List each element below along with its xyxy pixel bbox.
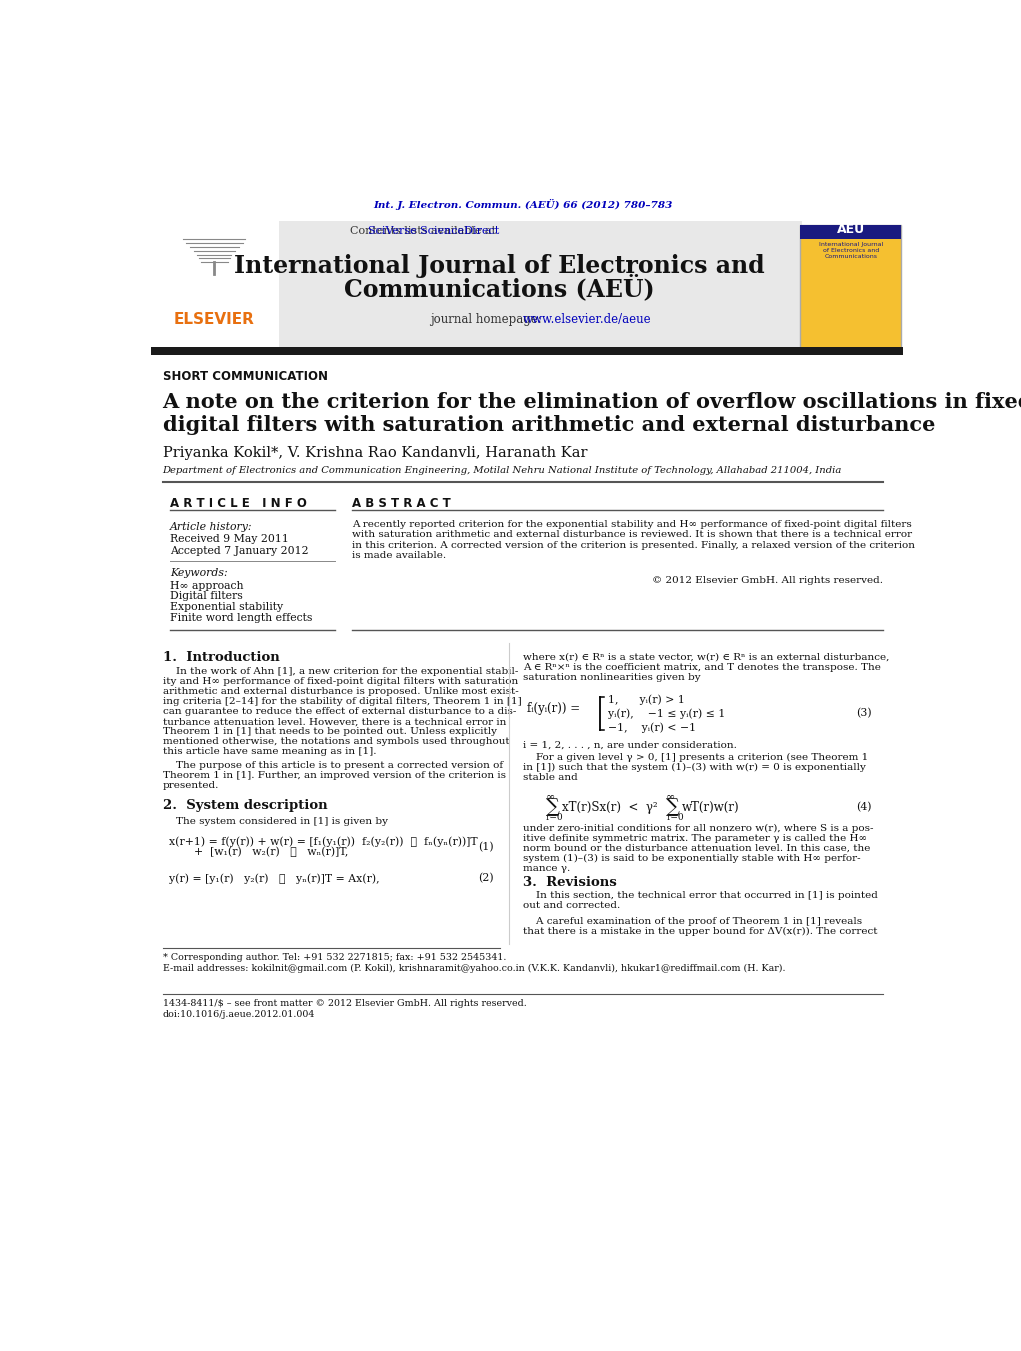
Text: Priyanka Kokil*, V. Krishna Rao Kandanvli, Haranath Kar: Priyanka Kokil*, V. Krishna Rao Kandanvl… xyxy=(162,446,587,461)
Text: i = 1, 2, . . . , n, are under consideration.: i = 1, 2, . . . , n, are under considera… xyxy=(523,740,737,750)
Text: A recently reported criterion for the exponential stability and H∞ performance o: A recently reported criterion for the ex… xyxy=(352,520,912,528)
Text: (3): (3) xyxy=(856,708,872,719)
Text: turbance attenuation level. However, there is a technical error in: turbance attenuation level. However, the… xyxy=(162,717,505,727)
Text: Exponential stability: Exponential stability xyxy=(171,603,284,612)
Text: In the work of Ahn [1], a new criterion for the exponential stabil-: In the work of Ahn [1], a new criterion … xyxy=(162,667,518,677)
FancyBboxPatch shape xyxy=(151,222,801,349)
Text: 1434-8411/$ – see front matter © 2012 Elsevier GmbH. All rights reserved.: 1434-8411/$ – see front matter © 2012 El… xyxy=(162,1000,526,1008)
Text: The purpose of this article is to present a corrected version of: The purpose of this article is to presen… xyxy=(162,762,502,770)
Text: wT(r)w(r): wT(r)w(r) xyxy=(682,801,739,813)
Text: ing criteria [2–14] for the stability of digital filters, Theorem 1 in [1]: ing criteria [2–14] for the stability of… xyxy=(162,697,522,707)
Text: with saturation arithmetic and external disturbance is reviewed. It is shown tha: with saturation arithmetic and external … xyxy=(352,530,913,539)
Text: Accepted 7 January 2012: Accepted 7 January 2012 xyxy=(171,546,309,557)
Text: ELSEVIER: ELSEVIER xyxy=(174,312,255,327)
Text: in [1]) such that the system (1)–(3) with w(r) = 0 is exponentially: in [1]) such that the system (1)–(3) wit… xyxy=(523,763,866,771)
Text: Int. J. Electron. Commun. (AEÜ) 66 (2012) 780–783: Int. J. Electron. Commun. (AEÜ) 66 (2012… xyxy=(374,199,673,209)
Text: saturation nonlinearities given by: saturation nonlinearities given by xyxy=(523,673,700,682)
Text: arithmetic and external disturbance is proposed. Unlike most exist-: arithmetic and external disturbance is p… xyxy=(162,688,519,696)
Text: y(r) = [y₁(r)   y₂(r)   ⋯   yₙ(r)]T = Ax(r),: y(r) = [y₁(r) y₂(r) ⋯ yₙ(r)]T = Ax(r), xyxy=(168,873,380,884)
Text: SHORT COMMUNICATION: SHORT COMMUNICATION xyxy=(162,370,328,382)
Text: A ∈ Rⁿ×ⁿ is the coefficient matrix, and T denotes the transpose. The: A ∈ Rⁿ×ⁿ is the coefficient matrix, and … xyxy=(523,663,881,671)
Text: For a given level γ > 0, [1] presents a criterion (see Theorem 1: For a given level γ > 0, [1] presents a … xyxy=(523,753,868,762)
Text: Theorem 1 in [1]. Further, an improved version of the criterion is: Theorem 1 in [1]. Further, an improved v… xyxy=(162,771,505,781)
Text: Article history:: Article history: xyxy=(171,521,253,532)
Text: In this section, the technical error that occurred in [1] is pointed: In this section, the technical error tha… xyxy=(523,892,878,900)
Text: A note on the criterion for the elimination of overflow oscillations in fixed-po: A note on the criterion for the eliminat… xyxy=(162,392,1021,412)
Text: that there is a mistake in the upper bound for ΔV(x(r)). The correct: that there is a mistake in the upper bou… xyxy=(523,927,877,936)
Text: stable and: stable and xyxy=(523,773,578,782)
Text: * Corresponding author. Tel: +91 532 2271815; fax: +91 532 2545341.: * Corresponding author. Tel: +91 532 227… xyxy=(162,952,505,962)
Text: mentioned otherwise, the notations and symbols used throughout: mentioned otherwise, the notations and s… xyxy=(162,738,509,747)
Text: (4): (4) xyxy=(857,802,872,812)
Text: xT(r)Sx(r)  <  γ²: xT(r)Sx(r) < γ² xyxy=(562,801,658,813)
FancyBboxPatch shape xyxy=(151,222,279,349)
Text: this article have same meaning as in [1].: this article have same meaning as in [1]… xyxy=(162,747,376,757)
Text: where x(r) ∈ Rⁿ is a state vector, w(r) ∈ Rⁿ is an external disturbance,: where x(r) ∈ Rⁿ is a state vector, w(r) … xyxy=(523,653,889,662)
Text: ∞: ∞ xyxy=(667,790,676,801)
Text: (1): (1) xyxy=(479,842,494,852)
Text: ity and H∞ performance of fixed-point digital filters with saturation: ity and H∞ performance of fixed-point di… xyxy=(162,677,518,686)
Text: 1.  Introduction: 1. Introduction xyxy=(162,651,280,663)
Text: Finite word length effects: Finite word length effects xyxy=(171,613,312,623)
Text: Department of Electronics and Communication Engineering, Motilal Nehru National : Department of Electronics and Communicat… xyxy=(162,466,842,474)
Text: Keywords:: Keywords: xyxy=(171,569,228,578)
Text: SciVerse ScienceDirect: SciVerse ScienceDirect xyxy=(271,227,499,236)
Text: International Journal of Electronics and: International Journal of Electronics and xyxy=(234,254,765,278)
Text: presented.: presented. xyxy=(162,781,218,790)
Text: AEÜ: AEÜ xyxy=(836,223,865,236)
Text: ∑: ∑ xyxy=(667,798,680,816)
Text: x(r+1) = f(y(r)) + w(r) = [f₁(y₁(r))  f₂(y₂(r))  ⋯  fₙ(yₙ(r))]T: x(r+1) = f(y(r)) + w(r) = [f₁(y₁(r)) f₂(… xyxy=(168,836,478,847)
Text: under zero-initial conditions for all nonzero w(r), where S is a pos-: under zero-initial conditions for all no… xyxy=(523,824,873,832)
Text: Theorem 1 in [1] that needs to be pointed out. Unless explicitly: Theorem 1 in [1] that needs to be pointe… xyxy=(162,727,496,736)
Text: www.elsevier.de/aeue: www.elsevier.de/aeue xyxy=(523,313,651,327)
Text: fᵢ(yᵢ(r)) =: fᵢ(yᵢ(r)) = xyxy=(527,703,580,715)
Text: E-mail addresses: kokilnit@gmail.com (P. Kokil), krishnaramit@yahoo.co.in (V.K.K: E-mail addresses: kokilnit@gmail.com (P.… xyxy=(162,963,785,973)
Text: Digital filters: Digital filters xyxy=(171,592,243,601)
Text: mance γ.: mance γ. xyxy=(523,863,570,873)
Text: A R T I C L E   I N F O: A R T I C L E I N F O xyxy=(171,497,307,509)
Text: A careful examination of the proof of Theorem 1 in [1] reveals: A careful examination of the proof of Th… xyxy=(523,917,862,925)
Text: 3.  Revisions: 3. Revisions xyxy=(523,875,617,889)
Text: digital filters with saturation arithmetic and external disturbance: digital filters with saturation arithmet… xyxy=(162,416,935,435)
Text: r=0: r=0 xyxy=(546,813,564,821)
Text: r=0: r=0 xyxy=(667,813,684,821)
Text: −1,    yᵢ(r) < −1: −1, yᵢ(r) < −1 xyxy=(609,721,696,732)
Text: © 2012 Elsevier GmbH. All rights reserved.: © 2012 Elsevier GmbH. All rights reserve… xyxy=(652,576,883,585)
Text: is made available.: is made available. xyxy=(352,551,446,561)
Text: H∞ approach: H∞ approach xyxy=(171,581,244,590)
Text: Received 9 May 2011: Received 9 May 2011 xyxy=(171,535,289,544)
Text: A B S T R A C T: A B S T R A C T xyxy=(352,497,451,509)
Text: doi:10.1016/j.aeue.2012.01.004: doi:10.1016/j.aeue.2012.01.004 xyxy=(162,1011,314,1019)
Text: yᵢ(r),    −1 ≤ yᵢ(r) ≤ 1: yᵢ(r), −1 ≤ yᵢ(r) ≤ 1 xyxy=(609,708,726,719)
Text: International Journal
of Electronics and
Communications: International Journal of Electronics and… xyxy=(819,242,883,259)
FancyBboxPatch shape xyxy=(151,347,903,354)
Text: out and corrected.: out and corrected. xyxy=(523,901,620,911)
FancyBboxPatch shape xyxy=(800,226,902,349)
Text: (2): (2) xyxy=(479,873,494,884)
Text: 1,      yᵢ(r) > 1: 1, yᵢ(r) > 1 xyxy=(609,694,685,705)
Text: ∑: ∑ xyxy=(546,798,560,816)
Text: 2.  System description: 2. System description xyxy=(162,800,327,812)
Text: itive definite symmetric matrix. The parameter γ is called the H∞: itive definite symmetric matrix. The par… xyxy=(523,834,867,843)
Text: journal homepage:: journal homepage: xyxy=(430,313,545,327)
Text: Contents lists available at: Contents lists available at xyxy=(350,227,499,236)
Text: The system considered in [1] is given by: The system considered in [1] is given by xyxy=(162,817,388,825)
Text: in this criterion. A corrected version of the criterion is presented. Finally, a: in this criterion. A corrected version o… xyxy=(352,540,916,550)
Text: system (1)–(3) is said to be exponentially stable with H∞ perfor-: system (1)–(3) is said to be exponential… xyxy=(523,854,861,863)
Text: Communications (AEÜ): Communications (AEÜ) xyxy=(344,274,654,301)
Text: norm bound or the disturbance attenuation level. In this case, the: norm bound or the disturbance attenuatio… xyxy=(523,843,870,852)
Text: can guarantee to reduce the effect of external disturbance to a dis-: can guarantee to reduce the effect of ex… xyxy=(162,708,516,716)
Text: ∞: ∞ xyxy=(546,790,555,801)
FancyBboxPatch shape xyxy=(800,226,902,239)
Text: +  [w₁(r)   w₂(r)   ⋯   wₙ(r)]T,: + [w₁(r) w₂(r) ⋯ wₙ(r)]T, xyxy=(194,847,348,858)
